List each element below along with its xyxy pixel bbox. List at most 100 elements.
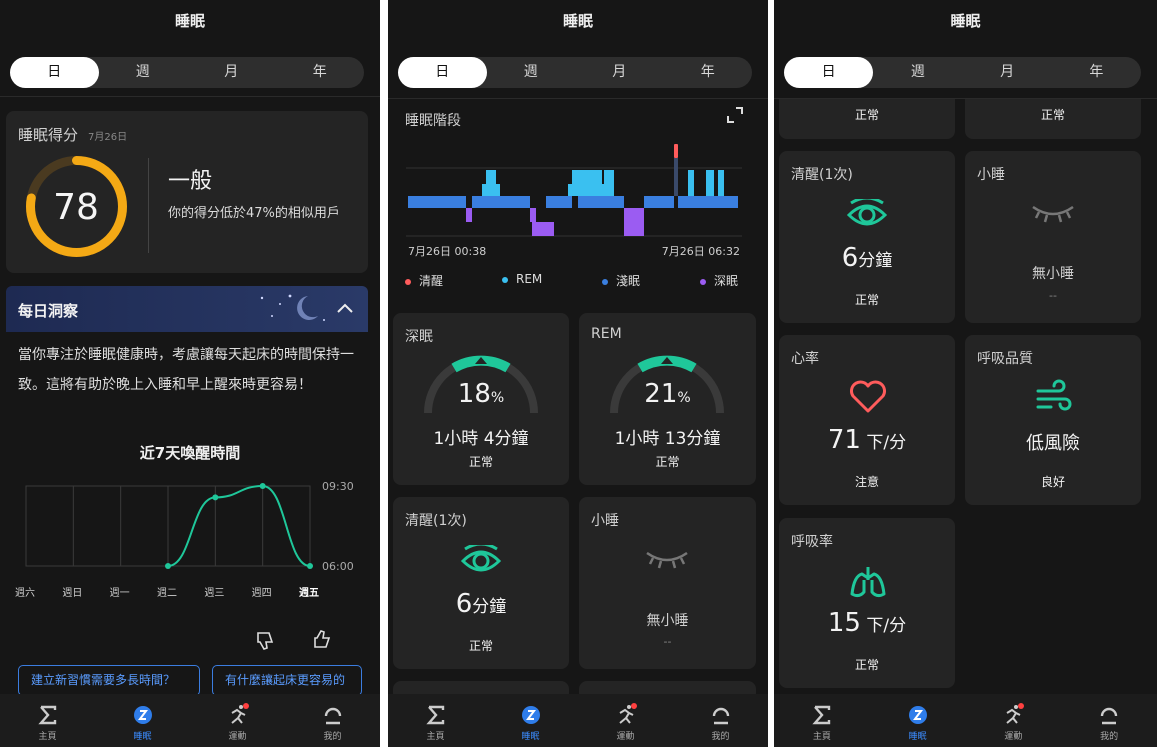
insight-header[interactable]: 每日洞察 [6,286,368,332]
x-tick-label: 週三 [204,588,225,599]
nav-label: 主頁 [812,732,831,742]
nav-label: 運動 [228,732,247,742]
nav-home[interactable]: 主頁 [388,694,483,747]
tab-month[interactable]: 月 [1000,64,1015,80]
wake-time-chart: 09:30 06:00 [25,480,354,573]
breathing-quality-card[interactable]: 呼吸品質 低風險 良好 [965,335,1141,505]
tab-month[interactable]: 月 [612,64,627,80]
insight-text: 當你專注於睡眠健康時，考慮讓每天起床的時間保持一致。這將有助於晚上入睡和早上醒來… [18,347,354,393]
tab-year[interactable]: 年 [700,64,715,80]
nav-sleep[interactable]: 睡眠 [95,694,190,747]
awake-duration: 6分鐘 [841,243,893,273]
tab-week[interactable]: 週 [910,64,925,80]
profile-icon [712,707,729,725]
partial-card[interactable]: 正常 [779,99,955,139]
eye-icon [847,199,887,226]
tab-year[interactable]: 年 [1089,64,1104,80]
eye-icon [461,545,501,572]
nap-dash: -- [663,635,672,648]
chevron-up-icon[interactable] [336,302,354,314]
tab-week[interactable]: 週 [135,64,150,80]
nav-exercise[interactable]: 運動 [190,694,285,747]
nap-card[interactable]: 小睡 無小睡 -- [965,151,1141,323]
y-tick-label: 06:00 [322,560,354,573]
tab-day[interactable]: 日 [10,57,99,88]
nav-profile[interactable]: 我的 [1061,694,1157,747]
tab-week[interactable]: 週 [523,64,538,80]
nav-profile[interactable]: 我的 [285,694,380,747]
heart-icon [850,380,886,413]
wake-time-line [167,484,311,567]
nav-home[interactable]: 主頁 [0,694,95,747]
expand-icon[interactable] [726,106,744,124]
sigma-icon [425,705,444,725]
heart-rate-card[interactable]: 心率 71 下/分 注意 [779,335,955,505]
legend-awake: 清醒 [405,272,443,289]
nav-label: 主頁 [38,732,57,742]
article-link[interactable]: 建立新習慣需要多長時間？ [18,665,200,696]
insight-title: 每日洞察 [18,302,79,320]
score-word: 一般 [168,169,213,194]
nav-label: 睡眠 [521,732,540,742]
deep-status: 正常 [468,455,493,469]
nav-sleep[interactable]: 睡眠 [870,694,966,747]
rem-pct: 21% [644,379,691,409]
start-time: 7月26日 00:38 [408,245,487,258]
rem-card[interactable]: REM 21% 1小時 13分鐘 正常 [579,313,756,485]
sleep-stage-hypnogram [406,144,742,237]
period-tabs: 日 週 月 年 [10,57,364,88]
nap-card[interactable]: 小睡 無小睡 -- [579,497,756,669]
x-tick-label: 週五 [299,588,319,599]
tab-day[interactable]: 日 [398,57,487,88]
rem-status: 正常 [655,455,680,469]
nav-label: 我的 [1100,732,1119,742]
sleep-vitals-panel: 睡眠 日 週 月 年 正常 正常 清醒(1次) 6分鐘 正常 小睡 無小睡 --… [774,0,1157,747]
score-label: 睡眠得分 [18,126,79,144]
wind-icon [1036,379,1072,411]
thumbs-down-icon[interactable] [255,630,277,652]
tab-year[interactable]: 年 [312,64,327,80]
card-title: 清醒(1次) [405,513,467,529]
divider [388,98,768,99]
legend-deep: 深眠 [700,272,738,289]
deep-duration: 1小時 4分鐘 [433,429,529,449]
respiratory-rate-value: 15 下/分 [827,608,907,638]
nap-value: 無小睡 [646,613,689,629]
x-tick-label: 週二 [157,588,177,599]
respiratory-rate-card[interactable]: 呼吸率 15 下/分 正常 [779,518,955,688]
gauge-icon [424,355,538,414]
wake-time-point [259,483,266,489]
nav-home[interactable]: 主頁 [774,694,870,747]
awake-card[interactable]: 清醒(1次) 6分鐘 正常 [393,497,569,669]
card-title: 清醒(1次) [791,167,853,183]
page-title: 睡眠 [562,12,593,30]
sleep-score-card[interactable]: 睡眠得分 7月26日 78 一般 你的得分低於47%的相似用戶 [6,111,368,273]
divider [148,158,149,253]
deep-sleep-card[interactable]: 深眠 18% 1小時 4分鐘 正常 [393,313,569,485]
card-title: 小睡 [977,167,1005,183]
partial-card[interactable]: 正常 [965,99,1141,139]
running-icon [618,703,637,724]
nav-profile[interactable]: 我的 [673,694,768,747]
profile-icon [1100,707,1118,725]
nap-value: 無小睡 [1032,266,1074,282]
night-sky-icon [260,294,325,321]
closed-eye-icon [646,551,688,569]
nav-sleep[interactable]: 睡眠 [483,694,578,747]
sigma-icon [37,705,56,725]
nav-label: 我的 [323,732,342,742]
nav-exercise[interactable]: 運動 [966,694,1062,747]
score-date: 7月26日 [88,132,128,143]
nap-dash: -- [1049,289,1057,302]
tab-month[interactable]: 月 [224,64,239,80]
awake-card[interactable]: 清醒(1次) 6分鐘 正常 [779,151,955,323]
status-text: 正常 [1040,108,1065,122]
x-tick-label: 週一 [109,588,130,599]
nav-exercise[interactable]: 運動 [578,694,673,747]
x-tick-label: 週日 [62,588,83,599]
article-link[interactable]: 有什麼讓起床更容易的 [212,665,362,696]
tab-day[interactable]: 日 [784,57,874,88]
status-text: 正常 [854,108,879,122]
nav-label: 我的 [711,732,730,742]
thumbs-up-icon[interactable] [312,628,334,650]
